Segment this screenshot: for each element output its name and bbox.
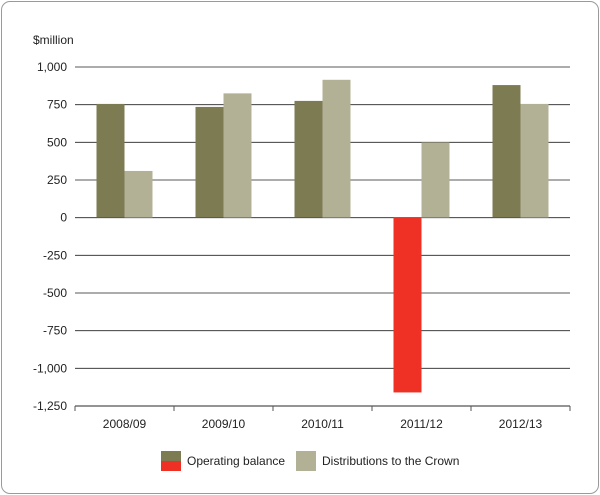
- y-tick-label: 250: [47, 173, 67, 187]
- y-tick-label: -750: [43, 324, 67, 338]
- x-tick-label: 2012/13: [499, 417, 543, 431]
- bars: [96, 79, 549, 393]
- legend-swatch-operating-balance-negative: [161, 461, 181, 471]
- y-tick-label: -1,000: [33, 361, 67, 375]
- x-tick-label: 2011/12: [400, 417, 443, 431]
- x-tick-label: 2010/11: [301, 417, 344, 431]
- bar-operating-balance-4: [492, 85, 521, 218]
- y-tick-label: -250: [43, 248, 67, 262]
- y-tick-label: 1,000: [37, 60, 67, 74]
- legend-label-operating-balance: Operating balance: [187, 454, 285, 468]
- y-axis-unit-label: $million: [33, 33, 74, 47]
- legend-label-distributions: Distributions to the Crown: [322, 454, 459, 468]
- x-axis: 2008/09 2009/10 2010/11 2011/12 2012/13: [74, 406, 571, 431]
- gridlines: [75, 66, 570, 407]
- y-tick-label: 0: [60, 211, 67, 225]
- legend-swatch-operating-balance: [161, 451, 181, 461]
- legend: Operating balance Distributions to the Cr…: [161, 451, 459, 471]
- legend-swatch-distributions: [296, 451, 316, 471]
- x-tick-label: 2009/10: [202, 417, 246, 431]
- y-tick-labels: 1,000 750 500 250 0 -250 -500 -750 -1,000 -1,250: [33, 60, 67, 413]
- bar-distributions-0: [124, 170, 153, 218]
- bar-operating-balance-3: [393, 217, 422, 393]
- bar-distributions-1: [223, 93, 252, 218]
- bar-distributions-3: [421, 142, 450, 218]
- bar-distributions-2: [322, 79, 351, 218]
- bar-operating-balance-2: [294, 100, 323, 218]
- y-tick-label: 500: [47, 135, 67, 149]
- bar-distributions-4: [520, 103, 549, 218]
- y-tick-label: 750: [47, 98, 67, 112]
- bar-operating-balance-1: [195, 106, 224, 218]
- x-tick-label: 2008/09: [103, 417, 147, 431]
- y-tick-label: -500: [43, 286, 67, 300]
- y-tick-label: -1,250: [33, 399, 67, 413]
- bar-operating-balance-0: [96, 103, 125, 218]
